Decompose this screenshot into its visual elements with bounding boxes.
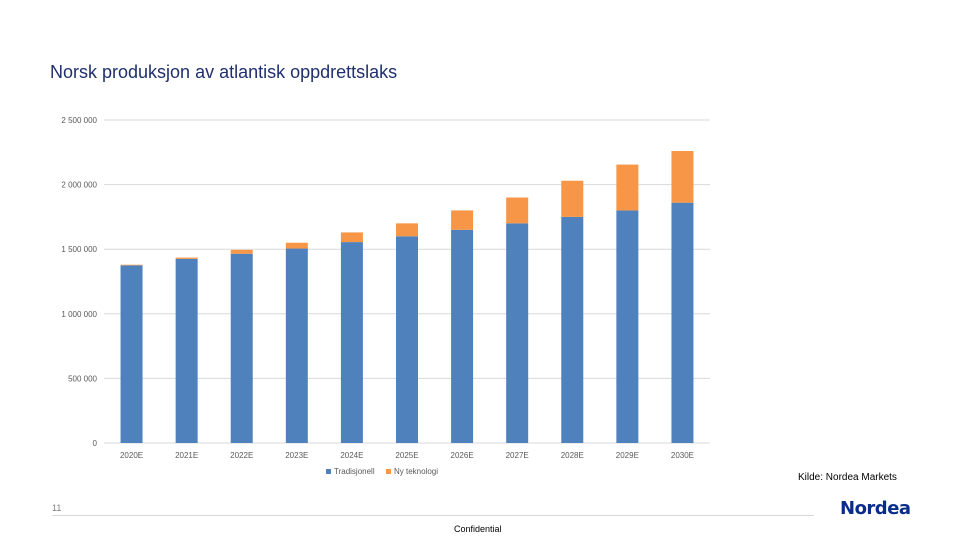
bar-ny-teknologi [506,197,529,224]
bar-tradisjonell [120,265,143,443]
bar-tradisjonell [451,229,474,443]
footer-divider [52,515,814,516]
x-tick-label: 2021E [175,451,198,460]
nordea-logo: Nordea [840,498,911,519]
legend-swatch [386,469,391,474]
bar-ny-teknologi [616,164,639,211]
bar-tradisjonell [285,248,308,443]
bar-ny-teknologi [671,151,694,203]
bar-tradisjonell [561,216,584,443]
x-tick-label: 2030E [671,451,694,460]
legend-label: Tradisjonell [334,467,375,476]
bar-tradisjonell [340,242,363,443]
bar-ny-teknologi [340,232,363,243]
y-tick-label: 2 500 000 [61,116,97,125]
legend-label: Ny teknologi [394,467,438,476]
x-tick-label: 2023E [285,451,308,460]
legend-swatch [326,469,331,474]
bar-tradisjonell [616,210,639,443]
x-tick-label: 2020E [120,451,143,460]
bar-ny-teknologi [285,242,308,249]
legend: Tradisjonell Ny teknologi [326,467,438,476]
bar-tradisjonell [506,223,529,443]
y-tick-label: 1 500 000 [61,245,97,254]
x-tick-label: 2025E [395,451,418,460]
y-tick-label: 0 [93,439,98,448]
bar-ny-teknologi [561,180,584,217]
bar-tradisjonell [396,236,418,443]
bar-tradisjonell [671,202,694,443]
x-tick-label: 2029E [616,451,639,460]
confidential-label: Confidential [454,524,502,534]
y-axis-ticks: 0 500 000 1 000 000 1 500 000 2 000 000 2 500… [61,116,97,448]
bar-ny-teknologi [451,210,474,230]
page-number: 11 [52,503,62,513]
bar-ny-teknologi [120,264,143,266]
bar-ny-teknologi [175,257,198,259]
bar-tradisjonell [230,253,253,443]
y-tick-label: 2 000 000 [61,181,97,190]
x-tick-label: 2027E [506,451,529,460]
bar-ny-teknologi [230,249,253,254]
x-tick-label: 2028E [561,451,584,460]
source-note: Kilde: Nordea Markets [798,472,897,483]
page-title: Norsk produksjon av atlantisk oppdrettsl… [50,62,398,82]
bar-ny-teknologi [396,223,418,237]
x-tick-label: 2024E [340,451,363,460]
x-axis-ticks: 2020E 2021E 2022E 2023E 2024E 2025E 2026E 2027E… [120,451,694,460]
bars [120,151,694,443]
y-tick-label: 1 000 000 [61,310,97,319]
y-tick-label: 500 000 [68,374,97,383]
bar-tradisjonell [175,258,198,443]
x-tick-label: 2022E [230,451,253,460]
x-tick-label: 2026E [451,451,474,460]
